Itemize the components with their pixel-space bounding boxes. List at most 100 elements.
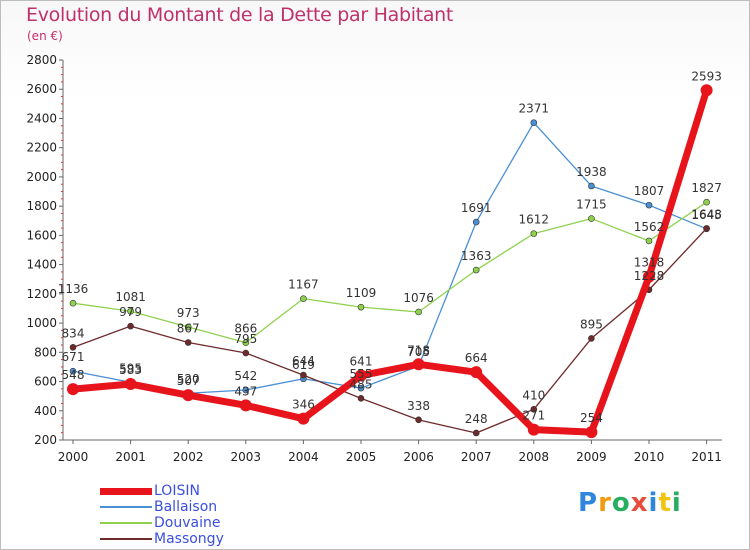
series-line-douvaine: [72, 201, 707, 344]
data-label: 1645: [691, 208, 722, 222]
x-tick-label: 2008: [519, 450, 550, 464]
data-label: 520: [177, 372, 200, 386]
data-label: 595: [119, 361, 142, 375]
data-label: 271: [522, 409, 545, 423]
y-tick-label: 1200: [26, 287, 57, 301]
x-tick-label: 2005: [346, 450, 377, 464]
legend-swatch: [100, 487, 152, 495]
data-point: [184, 339, 192, 346]
y-tick-label: 2400: [26, 111, 57, 125]
data-label: 248: [465, 412, 488, 426]
data-label: 973: [177, 306, 200, 320]
data-point: [527, 423, 540, 436]
data-label: 1648: [691, 207, 722, 221]
data-label: 705: [407, 345, 430, 359]
data-label: 1691: [461, 201, 492, 215]
data-label: 485: [350, 377, 373, 391]
data-point: [242, 349, 250, 357]
data-point: [588, 182, 595, 190]
y-tick-label: 200: [34, 433, 57, 447]
x-tick-label: 2006: [403, 450, 434, 464]
data-label: 346: [292, 398, 315, 412]
data-label: 548: [62, 368, 85, 382]
data-label: 619: [292, 358, 315, 372]
data-label: 867: [177, 322, 200, 336]
data-point: [643, 270, 655, 283]
data-point: [588, 335, 595, 342]
legend-swatch: [100, 538, 152, 540]
logo-letter: o: [611, 488, 631, 518]
data-label: 979: [119, 305, 142, 319]
x-tick-label: 2002: [173, 450, 204, 464]
data-label: 437: [234, 384, 257, 398]
x-tick-label: 2009: [576, 450, 607, 464]
data-point: [127, 322, 134, 330]
legend-swatch: [100, 522, 152, 524]
data-label: 664: [465, 351, 488, 365]
data-label: 1612: [519, 213, 550, 227]
legend-item-douvaine: Douvaine: [100, 515, 224, 531]
series-line-loisin: [72, 89, 710, 436]
data-label: 718: [407, 343, 430, 357]
data-point: [703, 225, 710, 232]
data-label: 1938: [576, 165, 607, 179]
data-point: [530, 230, 538, 237]
y-tick-label: 400: [34, 404, 57, 418]
y-tick-label: 1000: [26, 316, 57, 330]
data-label: 671: [62, 350, 85, 364]
y-tick-label: 2000: [26, 170, 57, 184]
data-point: [69, 344, 77, 351]
data-point: [357, 384, 365, 392]
data-label: 644: [292, 354, 315, 368]
logo-letter: x: [630, 488, 649, 518]
data-point: [470, 366, 483, 379]
y-tick-label: 800: [34, 345, 57, 359]
legend-swatch: [100, 506, 152, 508]
data-label: 583: [119, 363, 142, 377]
y-tick-label: 1600: [26, 228, 57, 242]
data-label: 866: [234, 322, 257, 336]
x-tick-label: 2011: [691, 450, 722, 464]
y-tick-label: 2200: [26, 141, 57, 155]
legend-item-loisin: LOISIN: [100, 483, 224, 499]
series-line-massongy: [72, 227, 708, 434]
data-point: [242, 339, 250, 346]
logo-letter: r: [598, 488, 612, 518]
x-tick-label: 2000: [58, 450, 89, 464]
x-tick-label: 2007: [461, 450, 492, 464]
legend-label: LOISIN: [154, 483, 200, 499]
data-point: [67, 383, 79, 396]
data-label: 1136: [58, 282, 89, 296]
y-tick-label: 1400: [26, 258, 57, 272]
data-label: 1081: [115, 290, 146, 304]
logo-letter: i: [671, 488, 682, 518]
data-label: 1562: [634, 220, 665, 234]
data-label: 795: [234, 332, 257, 346]
legend-label: Massongy: [154, 531, 224, 547]
data-point: [700, 84, 713, 97]
chart-title: Evolution du Montant de la Dette par Hab…: [26, 4, 454, 26]
data-point: [357, 303, 365, 311]
data-point: [355, 369, 367, 382]
data-label: 1827: [691, 181, 722, 195]
data-label: 641: [350, 355, 373, 369]
legend-item-massongy: Massongy: [100, 531, 224, 547]
data-point: [530, 406, 538, 413]
data-point: [472, 218, 480, 226]
x-tick-label: 2004: [288, 450, 319, 464]
x-tick-label: 2001: [115, 450, 146, 464]
data-label: 895: [580, 317, 603, 331]
data-point: [239, 399, 252, 412]
data-point: [124, 378, 137, 391]
y-tick-label: 1800: [26, 199, 57, 213]
data-point: [357, 395, 365, 402]
data-point: [472, 429, 480, 437]
data-point: [69, 367, 77, 375]
y-tick-label: 2800: [26, 53, 57, 67]
data-label: 1363: [461, 249, 492, 263]
data-label: 1076: [403, 291, 434, 305]
logo-letter: i: [648, 488, 659, 518]
data-label: 1228: [634, 269, 665, 283]
